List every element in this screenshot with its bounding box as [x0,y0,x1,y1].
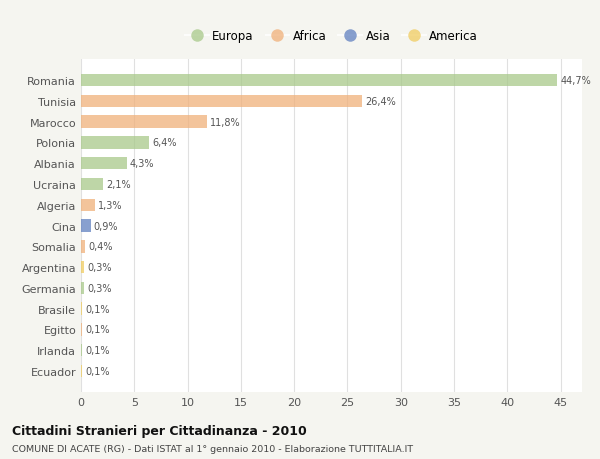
Text: 44,7%: 44,7% [560,76,592,86]
Bar [81,241,85,253]
Text: 26,4%: 26,4% [365,97,397,107]
Bar [81,282,84,294]
Bar [81,137,149,149]
Bar [81,179,103,191]
Bar [81,365,82,377]
Text: 0,9%: 0,9% [94,221,118,231]
Text: 0,3%: 0,3% [88,263,112,273]
Text: 0,3%: 0,3% [88,283,112,293]
Text: 2,1%: 2,1% [107,179,131,190]
Text: 6,4%: 6,4% [152,138,177,148]
Text: Cittadini Stranieri per Cittadinanza - 2010: Cittadini Stranieri per Cittadinanza - 2… [12,425,307,437]
Bar [81,303,82,315]
Bar [81,199,95,212]
Text: 0,1%: 0,1% [85,325,110,335]
Text: 0,1%: 0,1% [85,345,110,355]
Bar [81,75,557,87]
Text: 1,3%: 1,3% [98,200,122,210]
Bar [81,116,207,129]
Text: 0,1%: 0,1% [85,366,110,376]
Text: 0,4%: 0,4% [88,242,113,252]
Legend: Europa, Africa, Asia, America: Europa, Africa, Asia, America [181,26,482,48]
Text: 11,8%: 11,8% [210,118,241,128]
Bar [81,261,84,274]
Bar [81,95,362,108]
Text: COMUNE DI ACATE (RG) - Dati ISTAT al 1° gennaio 2010 - Elaborazione TUTTITALIA.I: COMUNE DI ACATE (RG) - Dati ISTAT al 1° … [12,444,413,453]
Bar [81,324,82,336]
Bar [81,344,82,357]
Bar [81,158,127,170]
Text: 0,1%: 0,1% [85,304,110,314]
Text: 4,3%: 4,3% [130,159,155,169]
Bar [81,220,91,232]
